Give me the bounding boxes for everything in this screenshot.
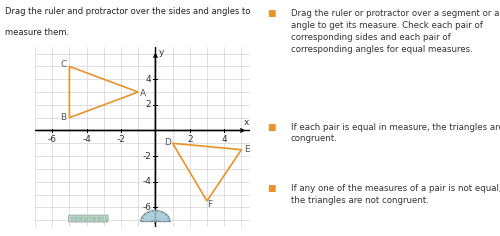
Text: ■: ■: [267, 122, 276, 131]
Text: measure them.: measure them.: [5, 28, 69, 37]
Text: -4: -4: [142, 177, 151, 186]
Text: 4: 4: [222, 135, 227, 144]
Text: -4: -4: [82, 135, 91, 144]
Text: B: B: [60, 113, 66, 122]
Text: Drag the ruler and protractor over the sides and angles to: Drag the ruler and protractor over the s…: [5, 7, 250, 16]
Polygon shape: [141, 211, 170, 221]
Text: 2: 2: [187, 135, 192, 144]
Text: -6: -6: [48, 135, 56, 144]
Text: F: F: [207, 200, 212, 209]
Text: 4: 4: [146, 75, 151, 84]
Text: -6: -6: [142, 203, 151, 212]
Text: E: E: [244, 145, 250, 154]
Text: -2: -2: [116, 135, 126, 144]
Text: y: y: [159, 48, 164, 57]
Text: If any one of the measures of a pair is not equal,
the triangles are not congrue: If any one of the measures of a pair is …: [290, 184, 500, 205]
Text: -2: -2: [142, 152, 151, 160]
Text: x: x: [244, 118, 249, 127]
FancyBboxPatch shape: [68, 215, 108, 222]
Text: D: D: [164, 138, 171, 147]
Text: Drag the ruler or protractor over a segment or an
angle to get its measure. Chec: Drag the ruler or protractor over a segm…: [290, 9, 500, 54]
Text: If each pair is equal in measure, the triangles are
congruent.: If each pair is equal in measure, the tr…: [290, 122, 500, 143]
Text: A: A: [140, 89, 146, 98]
Text: ■: ■: [267, 184, 276, 193]
Text: 2: 2: [146, 100, 151, 109]
Text: C: C: [60, 60, 66, 69]
Text: ■: ■: [267, 9, 276, 18]
